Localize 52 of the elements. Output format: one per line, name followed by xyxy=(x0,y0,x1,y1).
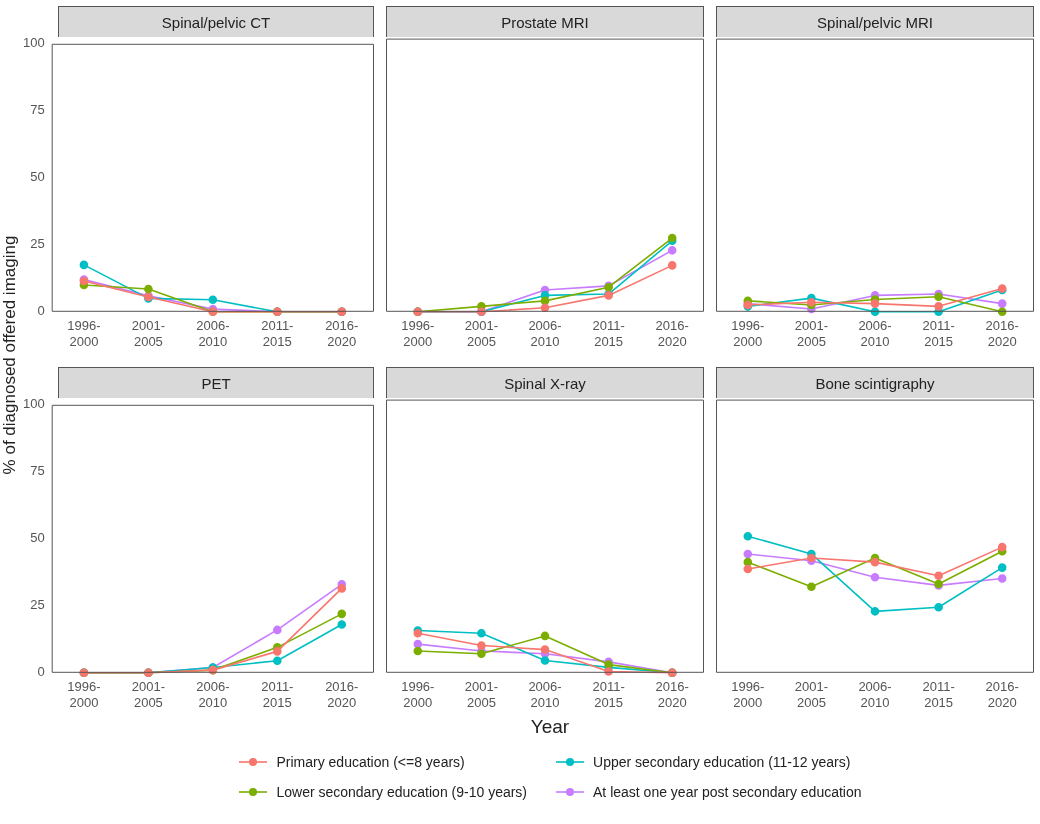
x-tick-label: 2016-2020 xyxy=(325,679,359,710)
x-tick-label: 2006-2010 xyxy=(196,679,230,710)
x-tick-label: 2001-2005 xyxy=(794,318,829,349)
chart-title: Spinal X-ray xyxy=(504,374,586,392)
x-tick-label: 2011-2015 xyxy=(922,679,955,710)
x-tick-label: 2006-2010 xyxy=(858,679,892,710)
x-tick-label: 2006-2010 xyxy=(528,679,562,710)
y-tick-label: 75 xyxy=(30,463,45,479)
x-tick-label: 1996-2000 xyxy=(401,318,435,349)
x-tick-label: 2011-2015 xyxy=(922,318,955,349)
y-tick-label: 100 xyxy=(22,396,45,412)
x-tick-label: 1996-2000 xyxy=(731,679,765,710)
x-tick-label: 2016-2020 xyxy=(325,318,359,349)
y-tick-label: 0 xyxy=(37,664,45,680)
x-tick-label: 1996-2000 xyxy=(67,679,101,710)
x-tick-label: 2001-2005 xyxy=(131,679,166,710)
x-tick-label: 2016-2020 xyxy=(985,679,1019,710)
legend-label: At least one year post secondary education xyxy=(593,784,862,800)
x-tick-label: 2016-2020 xyxy=(985,318,1019,349)
x-tick-label: 2016-2020 xyxy=(655,318,689,349)
x-axis-title: Year xyxy=(529,716,571,738)
x-tick-label: 2001-2005 xyxy=(131,318,166,349)
x-tick-label: 2011-2015 xyxy=(261,318,294,349)
x-tick-label: 1996-2000 xyxy=(67,318,101,349)
x-tick-label: 2011-2015 xyxy=(261,679,294,710)
x-tick-label: 2016-2020 xyxy=(655,679,689,710)
x-tick-label: 1996-2000 xyxy=(731,318,765,349)
legend-label: Primary education (<=8 years) xyxy=(276,754,465,770)
chart-title: PET xyxy=(201,374,231,392)
x-tick-label: 2001-2005 xyxy=(464,318,499,349)
y-tick-label: 50 xyxy=(30,530,45,546)
x-tick-label: 2006-2010 xyxy=(528,318,562,349)
chart-title: Spinal/pelvic MRI xyxy=(817,13,933,31)
x-tick-label: 2011-2015 xyxy=(592,318,625,349)
x-tick-label: 2006-2010 xyxy=(858,318,892,349)
chart-title: Bone scintigraphy xyxy=(815,374,935,392)
x-tick-label: 2006-2010 xyxy=(196,318,230,349)
x-tick-label: 2001-2005 xyxy=(464,679,499,710)
y-tick-label: 75 xyxy=(30,102,45,118)
legend-label: Lower secondary education (9-10 years) xyxy=(276,784,528,800)
x-tick-label: 2001-2005 xyxy=(794,679,829,710)
legend-label: Upper secondary education (11-12 years) xyxy=(593,754,851,770)
y-tick-label: 100 xyxy=(22,35,45,51)
chart-title: Prostate MRI xyxy=(501,13,589,31)
x-tick-label: 2011-2015 xyxy=(592,679,625,710)
y-tick-label: 50 xyxy=(30,169,45,185)
x-tick-label: 1996-2000 xyxy=(401,679,435,710)
chart-title: Spinal/pelvic CT xyxy=(161,13,271,31)
y-tick-label: 25 xyxy=(30,236,45,252)
y-axis-title: % of diagnosed offered imaging xyxy=(0,234,20,477)
y-tick-label: 0 xyxy=(37,303,45,319)
y-tick-label: 25 xyxy=(30,597,45,613)
